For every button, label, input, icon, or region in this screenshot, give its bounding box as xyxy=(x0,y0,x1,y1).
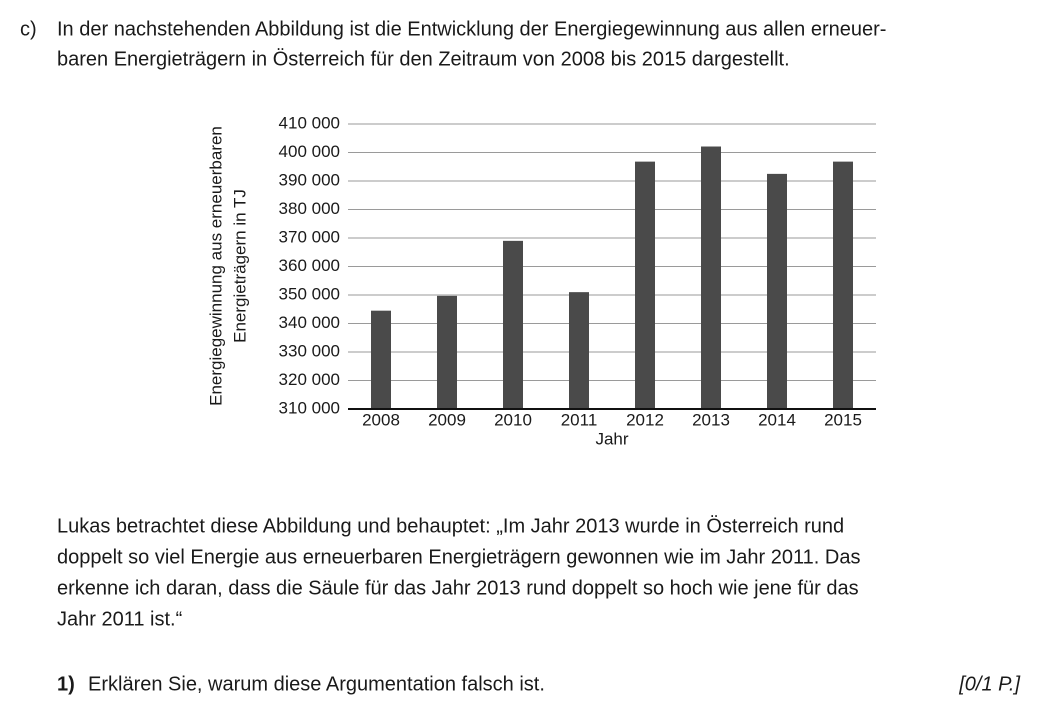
bar xyxy=(371,310,391,409)
intro-line: baren Energieträgern in Österreich für d… xyxy=(57,48,790,70)
paragraph-line: Jahr 2011 ist.“ xyxy=(57,608,182,630)
bar xyxy=(569,292,589,409)
y-axis-label: Energiegewinnung aus erneuerbaren xyxy=(206,126,225,406)
y-tick-label: 340 000 xyxy=(279,313,340,332)
x-axis-label: Jahr xyxy=(595,429,628,448)
bar xyxy=(437,295,457,409)
x-tick-label: 2009 xyxy=(428,410,466,429)
y-tick-label: 410 000 xyxy=(279,113,340,132)
intro-line: In der nachstehenden Abbildung ist die E… xyxy=(57,18,886,40)
y-tick-label: 400 000 xyxy=(279,142,340,161)
bar xyxy=(833,161,853,409)
x-tick-label: 2010 xyxy=(494,410,532,429)
x-tick-label: 2008 xyxy=(362,410,400,429)
y-tick-label: 380 000 xyxy=(279,199,340,218)
y-axis-label: Energieträgern in TJ xyxy=(230,189,249,343)
x-tick-label: 2014 xyxy=(758,410,796,429)
bar xyxy=(701,146,721,409)
bar xyxy=(635,161,655,409)
y-tick-label: 390 000 xyxy=(279,170,340,189)
bar xyxy=(503,240,523,409)
y-tick-label: 330 000 xyxy=(279,341,340,360)
paragraph-line: doppelt so viel Energie aus erneuerbaren… xyxy=(57,546,860,568)
task-points: [0/1 P.] xyxy=(958,673,1020,695)
x-tick-label: 2013 xyxy=(692,410,730,429)
x-tick-label: 2011 xyxy=(561,410,598,429)
task-number: 1) xyxy=(57,673,75,695)
y-tick-label: 320 000 xyxy=(279,370,340,389)
y-tick-label: 360 000 xyxy=(279,256,340,275)
x-tick-label: 2012 xyxy=(626,410,664,429)
bar xyxy=(767,173,787,409)
paragraph-line: erkenne ich daran, dass die Säule für da… xyxy=(57,577,859,599)
x-tick-label: 2015 xyxy=(824,410,862,429)
y-tick-label: 370 000 xyxy=(279,227,340,246)
section-label: c) xyxy=(20,18,37,40)
y-tick-label: 350 000 xyxy=(279,284,340,303)
y-tick-label: 310 000 xyxy=(279,398,340,417)
task-text: Erklären Sie, warum diese Argumentation … xyxy=(88,673,545,695)
paragraph-line: Lukas betrachtet diese Abbildung und beh… xyxy=(57,515,844,537)
